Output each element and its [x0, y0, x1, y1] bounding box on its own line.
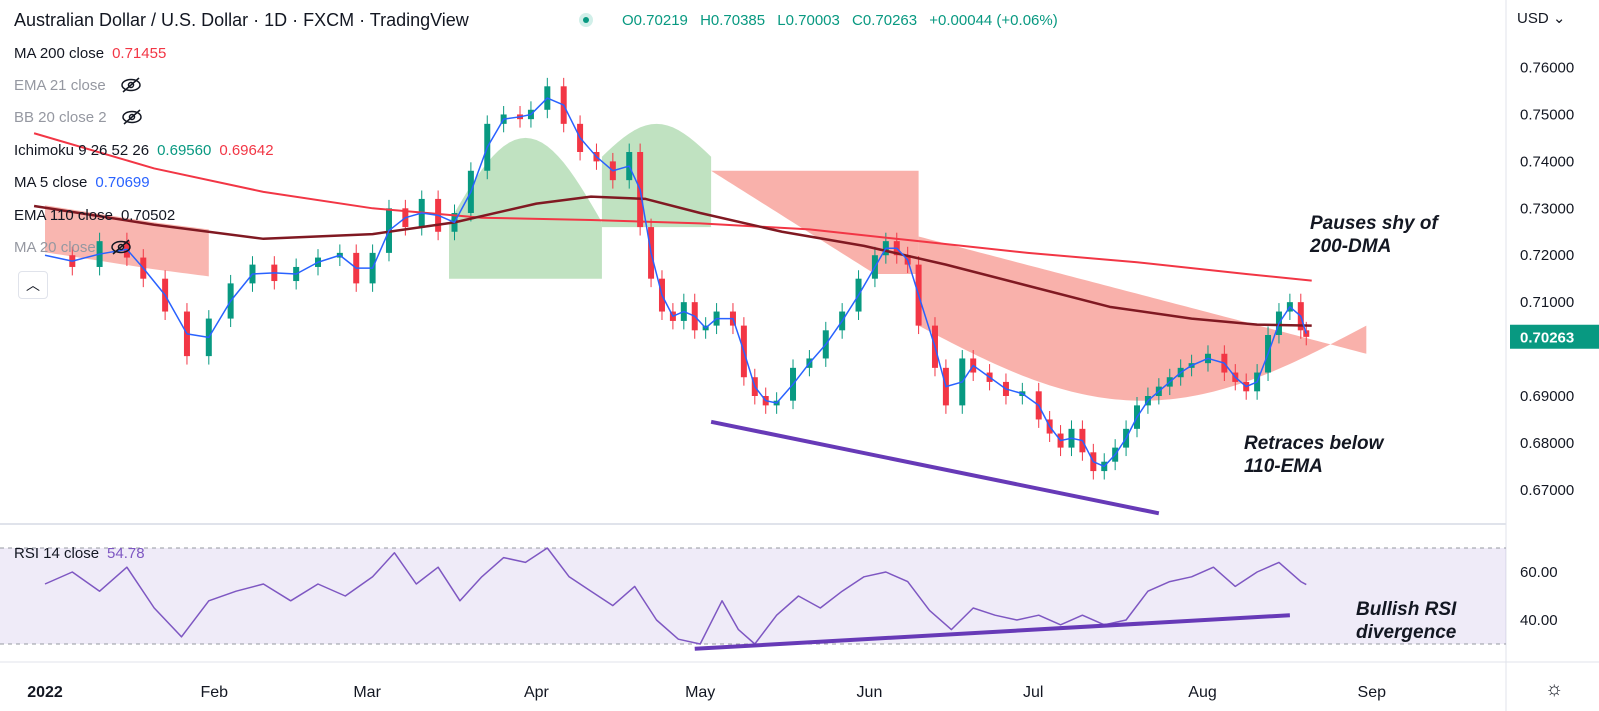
legend-ma5-value: 0.70699: [95, 174, 150, 191]
annotation-pauses-line2: 200-DMA: [1310, 236, 1392, 257]
ichimoku-cloud: [45, 123, 1367, 401]
legend-ichimoku-value1: 0.69560: [157, 142, 212, 159]
time-tick-label: Apr: [524, 684, 550, 701]
time-tick-label: Feb: [200, 684, 228, 701]
axes: 0.76000 0.75000 0.74000 0.73000 0.72000 0.710…: [27, 60, 1599, 701]
chevron-down-icon: ⌄: [1552, 10, 1566, 27]
legend-ma200-value: 0.71455: [112, 45, 167, 62]
legend-ma20[interactable]: MA 20 close: [14, 239, 132, 256]
high-value: H0.70385: [700, 12, 766, 29]
legend-bb20[interactable]: BB 20 close 2: [14, 109, 143, 126]
time-tick-label: Jun: [857, 684, 883, 701]
hidden-eye-icon[interactable]: [110, 239, 132, 255]
time-tick-label: 2022: [27, 684, 63, 701]
annotation-rsi-line2: divergence: [1356, 622, 1457, 643]
change-value: +0.00044 (+0.06%): [929, 12, 1058, 29]
collapse-legend-button[interactable]: ︿: [18, 271, 48, 299]
cloud-segment: [918, 236, 1367, 401]
annotation-pauses-line1: Pauses shy of: [1310, 213, 1438, 234]
currency-label: USD: [1517, 10, 1549, 27]
chevron-up-icon: ︿: [26, 277, 40, 293]
time-tick-label: May: [685, 684, 715, 701]
legend-ma200[interactable]: MA 200 close 0.71455: [14, 45, 166, 62]
legend-ma5-label: MA 5 close: [14, 174, 88, 191]
legend-ma200-label: MA 200 close: [14, 45, 105, 62]
rsi-tick-label: 40.00: [1520, 612, 1558, 629]
price-tick-label: 0.68000: [1520, 435, 1574, 452]
ma200-line: [33, 132, 1312, 282]
rsi-line: [44, 547, 1307, 645]
rsi-pane: [0, 547, 1506, 651]
legend-ema21-label: EMA 21 close: [14, 77, 106, 94]
hidden-eye-icon[interactable]: [121, 109, 143, 125]
legend-ema21[interactable]: EMA 21 close: [14, 77, 142, 94]
annotation-retraces-line2: 110-EMA: [1244, 456, 1323, 477]
rsi-tick-label: 60.00: [1520, 564, 1558, 581]
price-tick-label: 0.67000: [1520, 482, 1574, 499]
price-tick-label: 0.72000: [1520, 247, 1574, 264]
legend-ichimoku-value2: 0.69642: [219, 142, 274, 159]
legend-ema110-label: EMA 110 close: [14, 207, 113, 224]
annotation-pauses: Pauses shy of 200-DMA: [1310, 212, 1438, 258]
legend-ma20-label: MA 20 close: [14, 239, 96, 256]
rsi-trendline: [694, 613, 1290, 651]
last-price-label: 0.70263: [1520, 330, 1574, 347]
legend-ema110[interactable]: EMA 110 close 0.70502: [14, 207, 175, 224]
time-tick-label: Jul: [1023, 684, 1043, 701]
annotation-rsi-line1: Bullish RSI: [1356, 599, 1457, 620]
settings-gear-icon[interactable]: ☼: [1545, 678, 1564, 700]
symbol-title[interactable]: Australian Dollar / U.S. Dollar · 1D · F…: [14, 10, 469, 30]
legend-bb20-label: BB 20 close 2: [14, 109, 107, 126]
rsi-band: [0, 548, 1506, 644]
cloud-segment: [711, 170, 919, 274]
market-status-dot[interactable]: [579, 13, 593, 27]
currency-selector[interactable]: USD ⌄: [1517, 9, 1565, 27]
price-trendline: [710, 419, 1160, 516]
price-tick-label: 0.73000: [1520, 200, 1574, 217]
price-tick-label: 0.71000: [1520, 294, 1574, 311]
price-tick-label: 0.74000: [1520, 153, 1574, 170]
price-tick-label: 0.75000: [1520, 106, 1574, 123]
ema110-line: [33, 195, 1312, 327]
annotation-retraces-line1: Retraces below: [1244, 433, 1384, 454]
time-tick-label: Aug: [1188, 684, 1216, 701]
last-price-badge: [1510, 324, 1599, 349]
price-tick-label: 0.69000: [1520, 388, 1574, 405]
ohlc-readout: O0.70219 H0.70385 L0.70003 C0.70263 +0.0…: [622, 12, 1066, 29]
moving-average-lines: [33, 97, 1312, 516]
legend-ema110-value: 0.70502: [120, 207, 176, 224]
legend-ichimoku[interactable]: Ichimoku 9 26 52 26 0.69560 0.69642: [14, 142, 274, 159]
ma5-line: [44, 97, 1307, 468]
annotation-retraces: Retraces below 110-EMA: [1244, 432, 1383, 478]
legend-rsi[interactable]: RSI 14 close 54.78: [14, 545, 145, 562]
legend-ma5[interactable]: MA 5 close 0.70699: [14, 174, 150, 191]
low-value: L0.70003: [777, 12, 840, 29]
legend-rsi-value: 54.78: [107, 545, 145, 562]
time-tick-label: Sep: [1358, 684, 1387, 701]
legend-rsi-label: RSI 14 close: [14, 545, 100, 562]
price-tick-label: 0.76000: [1520, 60, 1574, 77]
open-value: O0.70219: [622, 12, 688, 29]
annotation-rsi-divergence: Bullish RSI divergence: [1356, 598, 1456, 644]
time-tick-label: Mar: [353, 684, 381, 701]
hidden-eye-icon[interactable]: [120, 77, 142, 93]
legend-ichimoku-label: Ichimoku 9 26 52 26: [14, 142, 150, 159]
close-value: C0.70263: [852, 12, 918, 29]
